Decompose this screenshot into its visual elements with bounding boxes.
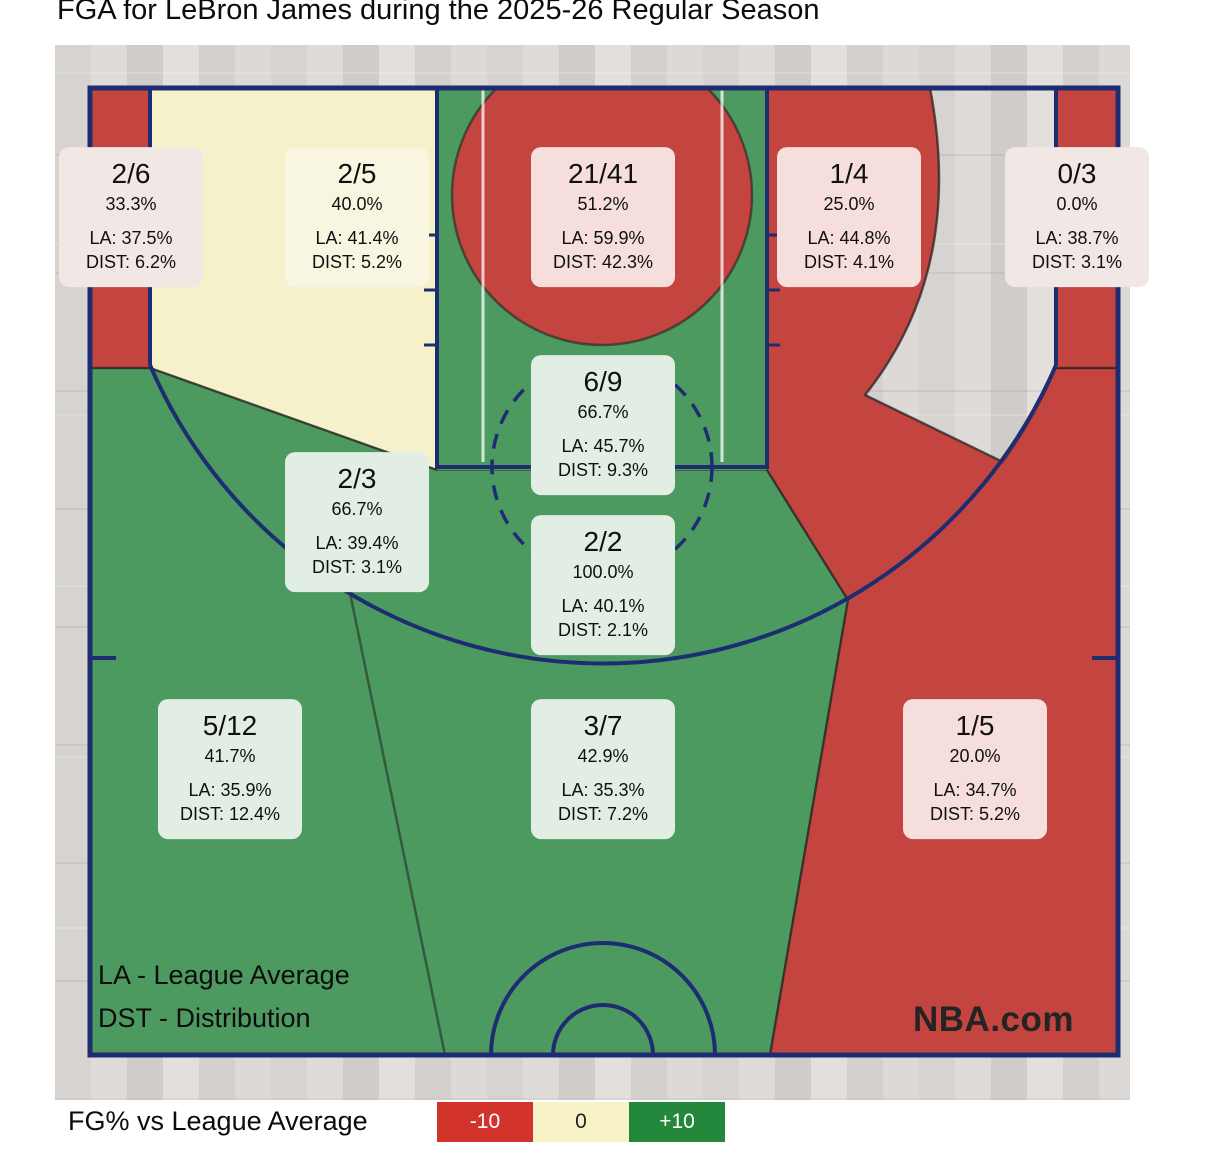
court-markings (87, 85, 1121, 1058)
zone-league-avg: LA: 34.7% (933, 779, 1017, 800)
zone-fg-pct: 41.7% (204, 745, 256, 766)
zone-league-avg: LA: 45.7% (561, 435, 645, 456)
color-legend-swatches: -10 0 +10 (437, 1102, 725, 1142)
zone-fg-pct: 33.3% (105, 193, 157, 214)
abbreviation-dst: DST - Distribution (98, 1003, 311, 1033)
zone-distribution: DIST: 7.2% (557, 803, 649, 824)
zone-fga: 3/7 (583, 710, 623, 742)
zone-league-avg: LA: 59.9% (561, 227, 645, 248)
zone-fga: 2/6 (111, 158, 151, 190)
legend-swatch-below-average: -10 (437, 1102, 533, 1142)
abbreviation-la: LA - League Average (98, 960, 350, 990)
abbreviation-legend: LA - League Average DST - Distribution (98, 960, 350, 1046)
zone-fg-pct: 42.9% (577, 745, 629, 766)
zone-fg-pct: 20.0% (949, 745, 1001, 766)
zone-fg-pct: 66.7% (577, 401, 629, 422)
nba-watermark: NBA.com (913, 1000, 1075, 1039)
zone-fg-pct: 25.0% (823, 193, 875, 214)
zone-distribution: DIST: 6.2% (85, 251, 177, 272)
legend-swatch-above-average: +10 (629, 1102, 725, 1142)
zone-league-avg: LA: 44.8% (807, 227, 891, 248)
zone-league-avg: LA: 37.5% (89, 227, 173, 248)
zone-label-mid-range-left: 2/3 66.7% LA: 39.4% DIST: 3.1% (285, 452, 429, 592)
free-throw-circle-dashed (490, 355, 714, 579)
zone-label-above-break-3-right: 1/5 20.0% LA: 34.7% DIST: 5.2% (903, 699, 1047, 839)
zone-fga: 2/2 (583, 526, 623, 558)
zone-label-left-corner-3: 2/6 33.3% LA: 37.5% DIST: 6.2% (59, 147, 203, 287)
zone-league-avg: LA: 35.9% (188, 779, 272, 800)
zone-fg-pct: 0.0% (1056, 193, 1098, 214)
zone-label-above-break-3-center: 3/7 42.9% LA: 35.3% DIST: 7.2% (531, 699, 675, 839)
zone-label-mid-range-left-baseline: 2/5 40.0% LA: 41.4% DIST: 5.2% (285, 147, 429, 287)
zone-distribution: DIST: 5.2% (929, 803, 1021, 824)
zone-label-mid-range-center: 2/2 100.0% LA: 40.1% DIST: 2.1% (531, 515, 675, 655)
zone-label-in-the-paint-non-ra: 6/9 66.7% LA: 45.7% DIST: 9.3% (531, 355, 675, 495)
zone-fg-pct: 51.2% (577, 193, 629, 214)
zone-league-avg: LA: 40.1% (561, 595, 645, 616)
zone-distribution: DIST: 12.4% (179, 803, 281, 824)
zone-fg-pct: 66.7% (331, 498, 383, 519)
zone-league-avg: LA: 35.3% (561, 779, 645, 800)
zone-fga: 5/12 (202, 710, 258, 742)
zone-fg-pct: 100.0% (572, 561, 634, 582)
zone-label-right-corner-3: 0/3 0.0% LA: 38.7% DIST: 3.1% (1005, 147, 1149, 287)
zone-distribution: DIST: 3.1% (311, 556, 403, 577)
legend-swatch-average: 0 (533, 1102, 629, 1142)
zone-label-above-break-3-left: 5/12 41.7% LA: 35.9% DIST: 12.4% (158, 699, 302, 839)
zone-distribution: DIST: 4.1% (803, 251, 895, 272)
zone-boundary-lines (90, 88, 1118, 1055)
zone-league-avg: LA: 38.7% (1035, 227, 1119, 248)
zone-fga: 2/3 (337, 463, 377, 495)
zone-distribution: DIST: 2.1% (557, 619, 649, 640)
zone-fga: 6/9 (583, 366, 623, 398)
zone-distribution: DIST: 3.1% (1031, 251, 1123, 272)
zone-fga: 2/5 (337, 158, 377, 190)
zone-fga: 0/3 (1057, 158, 1097, 190)
zone-fga: 1/5 (955, 710, 995, 742)
zone-fga: 21/41 (567, 158, 639, 190)
zone-distribution: DIST: 5.2% (311, 251, 403, 272)
color-legend-label: FG% vs League Average (68, 1106, 368, 1136)
zone-label-restricted-area: 21/41 51.2% LA: 59.9% DIST: 42.3% (531, 147, 675, 287)
zone-distribution: DIST: 42.3% (552, 251, 654, 272)
zone-league-avg: LA: 39.4% (315, 532, 399, 553)
page-title: FGA for LeBron James during the 2025-26 … (57, 0, 820, 26)
zone-distribution: DIST: 9.3% (557, 459, 649, 480)
zone-fg-pct: 40.0% (331, 193, 383, 214)
zone-league-avg: LA: 41.4% (315, 227, 399, 248)
court-border (87, 85, 1121, 1058)
zone-fga: 1/4 (829, 158, 869, 190)
zone-label-mid-range-right: 1/4 25.0% LA: 44.8% DIST: 4.1% (777, 147, 921, 287)
half-court-circles (489, 941, 717, 1056)
